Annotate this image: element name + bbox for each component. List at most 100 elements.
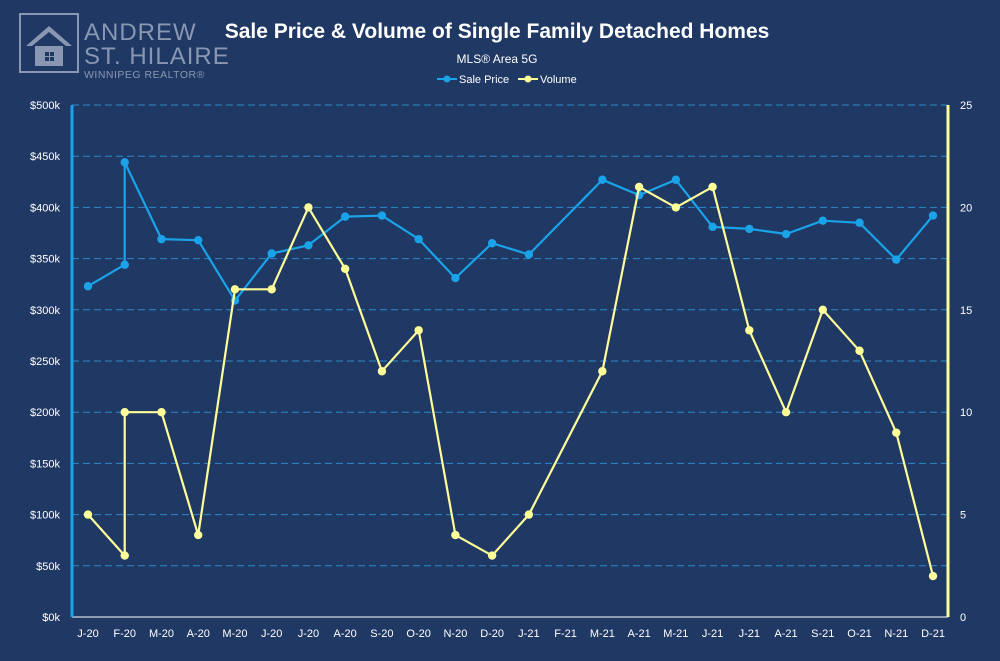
data-point-sale-price [451, 273, 460, 283]
left-axis-tick-label: $300k [30, 305, 60, 317]
data-point-sale-price [340, 212, 350, 221]
data-point-sale-price [157, 234, 166, 244]
data-point-volume [451, 530, 460, 540]
data-point-sale-price [745, 224, 754, 234]
left-axis-tick-label: $500k [30, 100, 60, 112]
data-point-sale-price [267, 249, 276, 258]
left-axis-tick-label: $450k [30, 151, 60, 163]
data-point-sale-price [120, 158, 129, 167]
x-axis-tick-label: N-21 [884, 628, 908, 640]
data-point-volume [267, 285, 276, 294]
x-axis-tick-label: D-21 [921, 628, 945, 640]
left-axis-tick-label: $0k [42, 612, 60, 624]
right-axis-tick-label: 0 [960, 612, 966, 624]
x-axis-tick-label: M-20 [222, 628, 247, 640]
data-point-volume [377, 367, 387, 376]
x-axis-tick-label: M-21 [663, 628, 688, 640]
data-point-volume [745, 326, 754, 335]
x-axis-tick-label: A-21 [627, 628, 650, 640]
left-axis-tick-label: $200k [30, 407, 60, 419]
data-point-volume [487, 551, 497, 560]
chart-subtitle: MLS® Area 5G [457, 52, 538, 66]
data-point-volume [671, 203, 681, 212]
data-point-sale-price [892, 255, 901, 264]
series-volume [83, 182, 938, 581]
axes [70, 105, 950, 618]
x-axis-tick-label: F-21 [554, 628, 577, 640]
x-axis-tick-label: N-20 [443, 628, 467, 640]
legend-item-sale-price: Sale Price [437, 74, 509, 86]
x-axis-tick-label: M-21 [590, 628, 615, 640]
data-point-sale-price [708, 222, 717, 232]
legend-item-volume: Volume [518, 74, 577, 86]
left-axis-tick-label: $350k [30, 254, 60, 266]
x-axis-tick-label: J-20 [77, 628, 98, 640]
data-point-volume [781, 408, 791, 417]
data-point-volume [414, 326, 423, 335]
data-point-sale-price [414, 234, 423, 244]
left-axis-tick-label: $50k [36, 561, 60, 573]
data-point-sale-price [781, 229, 791, 239]
x-axis-tick-label: S-21 [811, 628, 834, 640]
x-axis-tick-label: M-20 [149, 628, 174, 640]
x-axis-tick-label: J-21 [702, 628, 723, 640]
series-line-volume [87, 185, 935, 577]
x-axis-tick-label: J-20 [298, 628, 319, 640]
legend: Sale Price Volume [437, 74, 577, 86]
data-point-volume [304, 203, 313, 212]
data-point-volume [340, 264, 350, 274]
logo-line-2: ST. HILAIRE [84, 43, 230, 70]
data-point-volume [524, 510, 534, 519]
x-axis-tick-label: J-21 [518, 628, 539, 640]
data-point-volume [892, 428, 901, 437]
gridlines [72, 104, 948, 567]
data-point-sale-price [120, 260, 129, 269]
data-point-sale-price [377, 211, 387, 220]
data-point-sale-price [671, 175, 681, 184]
left-axis-tick-label: $100k [30, 510, 60, 522]
logo-line-1: ANDREW [84, 19, 197, 46]
data-point-sale-price [524, 250, 534, 259]
data-point-volume [120, 551, 129, 560]
data-point-volume [194, 530, 203, 540]
data-point-volume [230, 285, 240, 294]
right-axis-tick-label: 10 [960, 407, 972, 419]
right-axis-tick-label: 5 [960, 510, 966, 522]
legend-label-volume: Volume [540, 74, 577, 86]
x-axis-tick-label: A-20 [334, 628, 357, 640]
logo: ANDREW ST. HILAIRE WINNIPEG REALTOR® [19, 13, 230, 81]
left-axis-tick-label: $400k [30, 202, 60, 214]
data-point-volume [928, 571, 938, 581]
series-line-sale-price [87, 161, 934, 302]
logo-line-3: WINNIPEG REALTOR® [84, 69, 205, 81]
data-point-volume [634, 182, 644, 192]
data-point-sale-price [487, 239, 497, 248]
right-axis-tick-label: 25 [960, 100, 972, 112]
data-point-sale-price [83, 282, 93, 291]
data-point-sale-price [818, 216, 827, 225]
house-icon [19, 13, 79, 73]
left-axis-tick-label: $150k [30, 458, 60, 470]
data-point-volume [708, 182, 717, 192]
x-axis-tick-label: J-21 [739, 628, 760, 640]
chart-title: Sale Price & Volume of Single Family Det… [225, 20, 770, 43]
legend-label-sale-price: Sale Price [459, 74, 509, 86]
left-axis-tick-label: $250k [30, 356, 60, 368]
series-sale-price [83, 158, 938, 305]
data-point-volume [83, 510, 93, 519]
data-point-volume [598, 367, 607, 376]
x-axis-tick-label: F-20 [113, 628, 136, 640]
x-axis-tick-label: A-21 [774, 628, 797, 640]
data-point-sale-price [304, 241, 313, 250]
x-axis-tick-label: A-20 [187, 628, 210, 640]
right-axis-tick-label: 15 [960, 305, 972, 317]
data-point-volume [120, 408, 129, 417]
x-axis-tick-label: J-20 [261, 628, 282, 640]
data-point-sale-price [598, 175, 607, 184]
tick-labels: $0k $50k $100k $150k $200k $250k $300k $350k $40… [30, 100, 972, 640]
data-point-volume [157, 408, 166, 417]
data-point-volume [855, 346, 864, 355]
right-axis-tick-label: 20 [960, 202, 972, 214]
series [83, 158, 938, 581]
